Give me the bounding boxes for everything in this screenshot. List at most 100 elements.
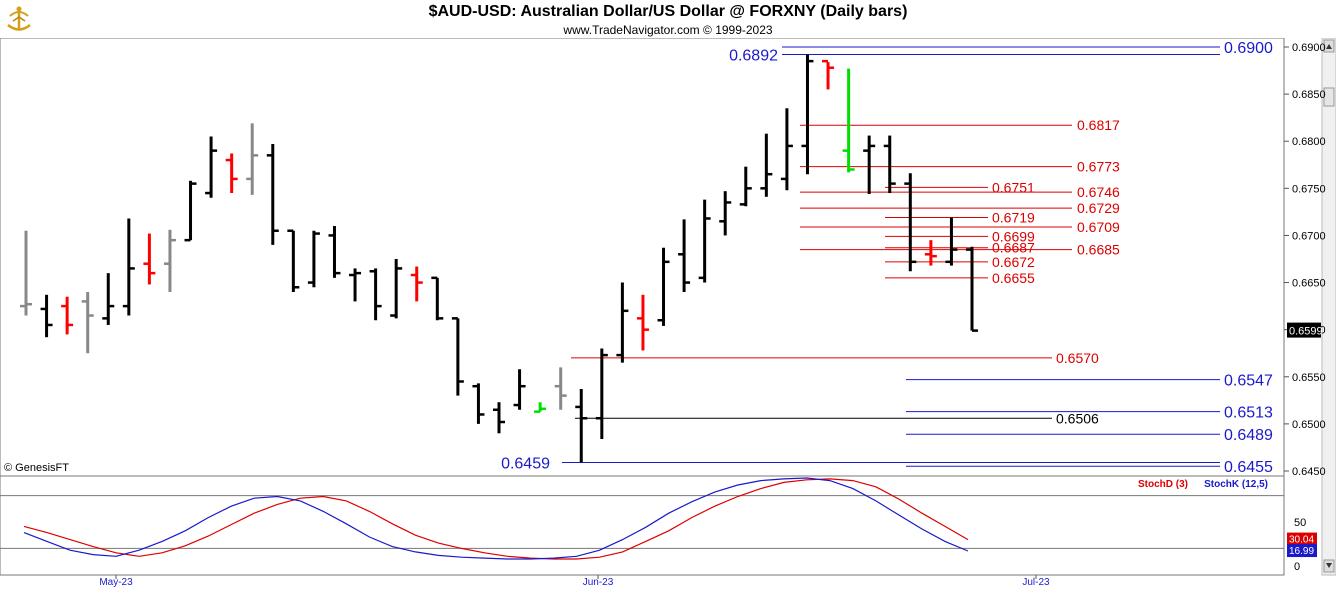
price-tick-label: 0.6750 [1292,183,1326,195]
ohlc-bar [883,135,896,194]
level-label: 0.6685 [1077,242,1120,258]
level-label: 0.6672 [992,254,1035,270]
ohlc-bar [719,191,732,236]
ohlc-bar [61,296,74,335]
ohlc-bar [369,268,382,321]
date-tick-label: Jul-23 [1022,577,1050,588]
ohlc-bar [636,294,649,351]
ohlc-bar [163,229,176,292]
price-tick-label: 0.6450 [1292,466,1326,478]
ohlc-bar [678,219,691,292]
level-label: 0.6459 [501,455,550,472]
ohlc-bar [40,294,53,338]
chart-header: $AUD-USD: Australian Dollar/US Dollar @ … [0,0,1336,38]
ohlc-bar [842,68,855,173]
ohlc-bar [266,144,279,245]
ohlc-bar [534,402,547,413]
level-label: 0.6455 [1224,459,1273,476]
date-tick-label: May-23 [99,577,133,588]
chart-subtitle: www.TradeNavigator.com © 1999-2023 [563,23,773,37]
ohlc-bar [760,133,773,197]
ohlc-bar [945,217,958,266]
stoch-k-value-box [1287,544,1317,558]
ohlc-bar [493,402,505,434]
vertical-scrollbar[interactable] [1321,37,1336,576]
stoch-k-value: 16.99 [1289,546,1314,557]
price-tick-label: 0.6900 [1292,42,1326,54]
ohlc-bar [225,153,238,194]
level-label: 0.6751 [992,179,1035,195]
date-axis: May-23 Jun-23 Jul-23 [99,575,1050,588]
ohlc-bar [472,383,485,424]
current-price-label: 0.6599 [1289,326,1323,338]
ohlc-bar [143,233,156,285]
level-label: 0.6687 [992,240,1035,256]
ohlc-bar [390,259,403,319]
stoch-k-legend: StochK (12,5) [1204,479,1268,490]
stoch-k-line [23,477,969,560]
price-tick-label: 0.6700 [1292,230,1326,242]
ohlc-bar [184,180,197,242]
trade-navigator-logo-icon [4,4,34,34]
level-label: 0.6719 [992,210,1035,226]
ohlc-bar [410,266,423,302]
ohlc-bar [554,367,567,410]
ohlc-bar [122,218,135,316]
level-label: 0.6506 [1056,410,1099,426]
price-tick-label: 0.6650 [1292,278,1326,290]
ohlc-bar [739,166,752,207]
price-tick-label: 0.6850 [1292,89,1326,101]
date-tick-label: Jun-23 [583,577,614,588]
level-label: 0.6729 [1077,200,1120,216]
stoch-d-legend: StochD (3) [1138,479,1188,490]
stoch-d-value: 30.04 [1289,535,1314,546]
level-label: 0.6513 [1224,404,1273,421]
price-axis: 0.69000.68500.68000.67500.67000.66500.66… [1284,42,1326,478]
current-price-box [1287,322,1321,338]
ohlc-bar [657,247,670,326]
level-label: 0.6489 [1224,427,1273,444]
stoch-d-value-box [1287,532,1317,546]
ohlc-bar [287,229,300,292]
level-label: 0.6746 [1077,184,1120,200]
ohlc-bar [81,291,94,354]
ohlc-bar [595,348,608,439]
ohlc-bar [575,389,588,463]
level-label: 0.6570 [1056,350,1099,366]
watermark: © GenesisFT [4,462,69,474]
level-label: 0.6547 [1224,372,1273,389]
level-label: 0.6892 [729,47,778,64]
price-tick-label: 0.6550 [1292,372,1326,384]
level-label: 0.6900 [1224,40,1273,57]
ohlc-bar [307,230,320,288]
ohlc-bar [822,59,835,90]
ohlc-bar [801,54,814,175]
level-label: 0.6655 [992,270,1035,286]
stochastic-panel [0,475,1285,576]
stoch-tick-label: 0 [1294,561,1300,573]
ohlc-bar [20,230,32,316]
ohlc-bar [431,276,444,321]
ohlc-bar [698,199,711,283]
level-label: 0.6699 [992,228,1035,244]
stoch-tick-label: 50 [1294,517,1306,529]
stoch-d-line [23,478,969,560]
ohlc-bar [904,173,917,272]
ohlc-bar [451,317,464,396]
price-panel [0,37,1285,477]
level-label: 0.6773 [1077,159,1120,175]
price-bars [20,54,978,463]
ohlc-bar [328,226,341,278]
chart-title: $AUD-USD: Australian Dollar/US Dollar @ … [428,3,908,20]
ohlc-bar [616,282,629,363]
price-tick-label: 0.6500 [1292,419,1326,431]
ohlc-bar [349,268,362,302]
ohlc-bar [863,135,876,194]
ohlc-bar [246,123,259,195]
ohlc-bar [102,273,115,325]
ohlc-bar [780,108,793,191]
level-label: 0.6817 [1077,117,1120,133]
